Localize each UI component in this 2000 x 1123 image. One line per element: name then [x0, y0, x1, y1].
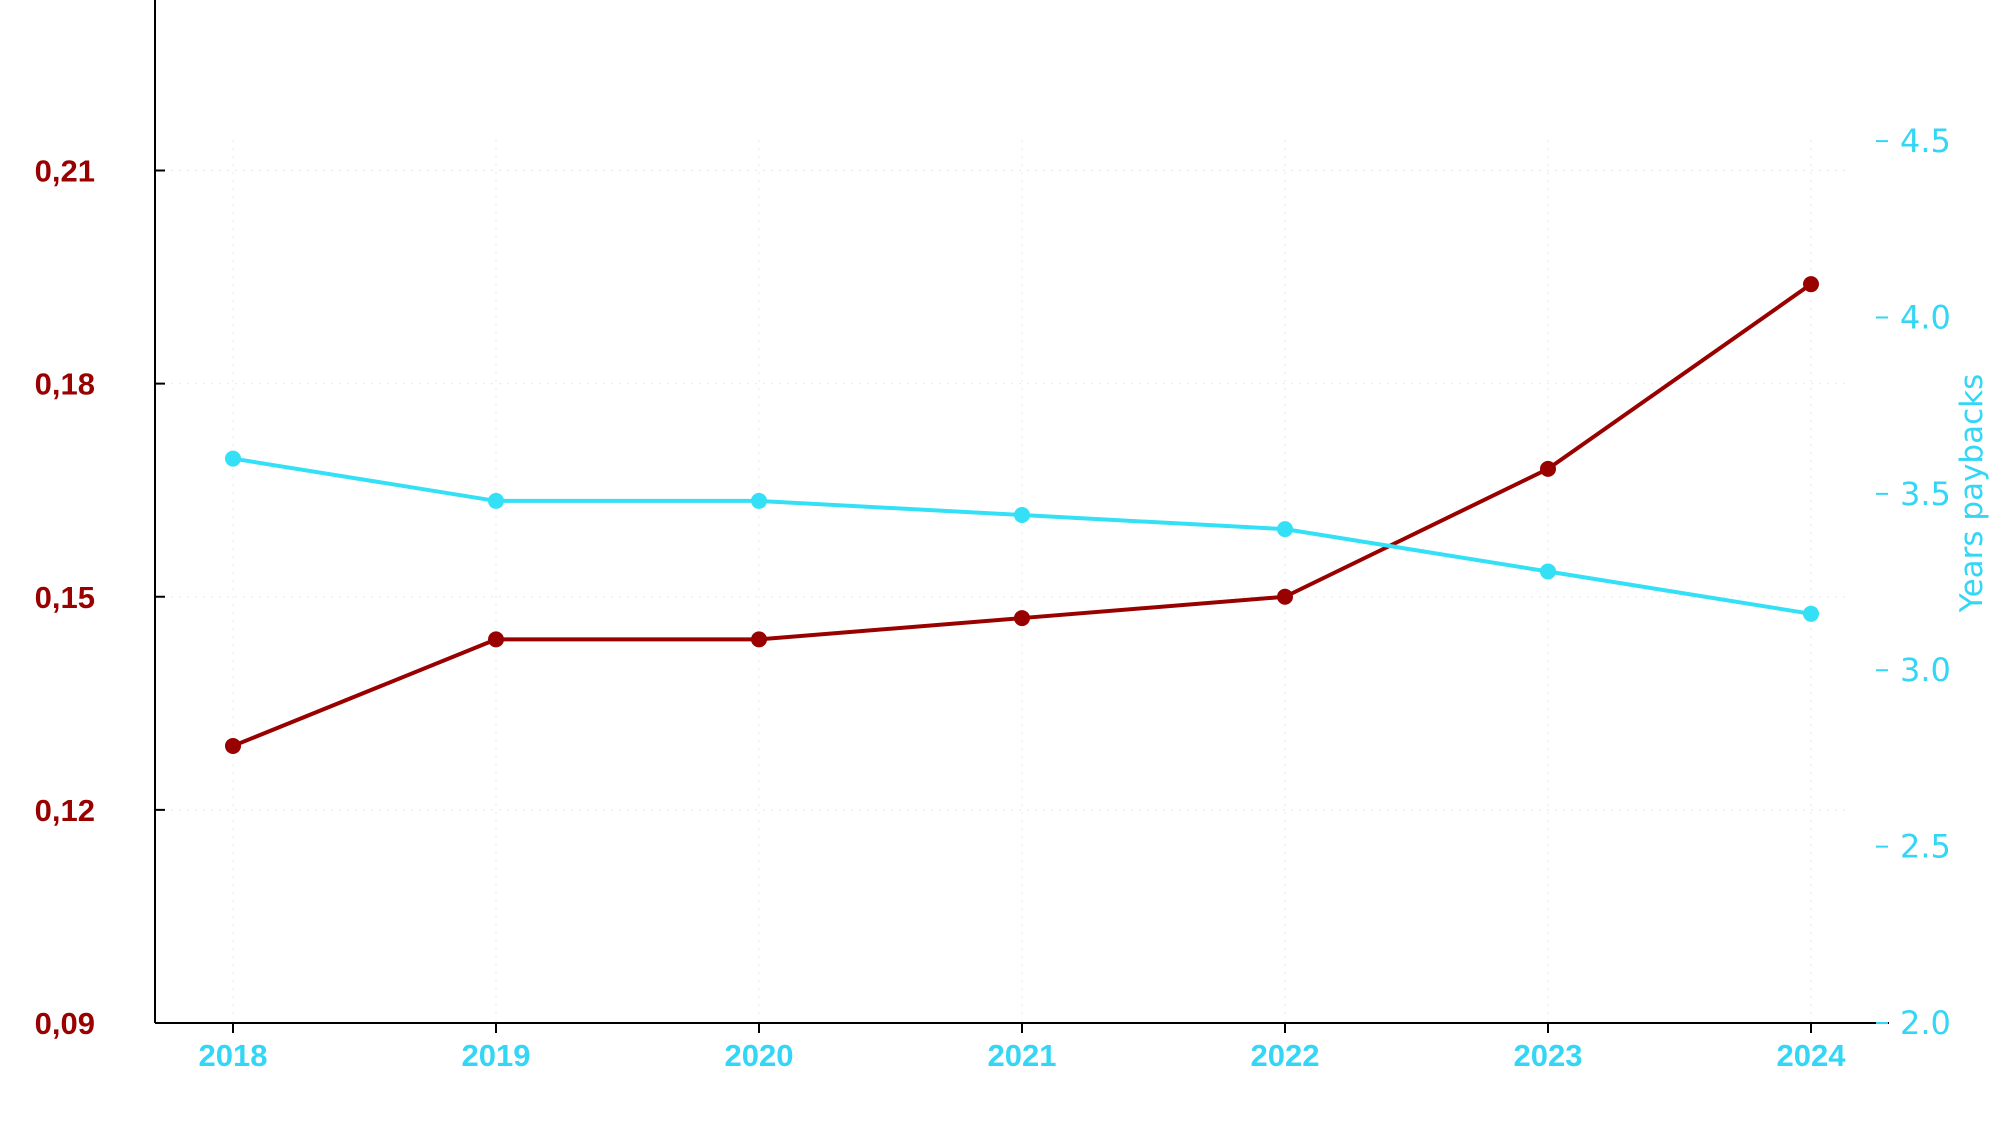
data-point-left: [1803, 276, 1819, 293]
data-point-right: [225, 450, 241, 467]
right-axis-label: Years paybacks: [1954, 374, 1990, 613]
right-tick-label: 3.5: [1900, 475, 1951, 513]
x-tick-label: 2018: [199, 1038, 268, 1073]
data-point-right: [1803, 605, 1819, 622]
left-tick-label: 0,21: [35, 154, 95, 189]
data-point-right: [488, 492, 504, 509]
series-layer: [225, 276, 1819, 754]
data-point-left: [1277, 588, 1293, 605]
left-axis: 0,09 0,12 0,15 0,18 0,21: [35, 154, 165, 1041]
x-tick-label: 2021: [988, 1038, 1057, 1073]
data-point-right: [1277, 521, 1293, 538]
x-axis: 2018 2019 2020 2021 2022 2023 2024: [199, 1023, 1847, 1073]
x-tick-label: 2019: [462, 1038, 531, 1073]
x-tick-label: 2023: [1514, 1038, 1583, 1073]
data-point-left: [488, 631, 504, 648]
right-tick-label: 4.0: [1900, 298, 1951, 336]
data-point-left: [1540, 460, 1556, 477]
right-tick-label: 2.0: [1900, 1004, 1951, 1042]
right-tick-label: 4.5: [1900, 122, 1951, 160]
data-point-right: [751, 492, 767, 509]
x-tick-label: 2020: [725, 1038, 794, 1073]
data-point-left: [1014, 610, 1030, 627]
left-tick-label: 0,18: [35, 367, 95, 402]
right-tick-label: 3.0: [1900, 651, 1951, 689]
data-point-left: [225, 737, 241, 754]
left-tick-label: 0,12: [35, 793, 95, 828]
right-axis: 2.0 2.5 3.0 3.5 4.0 4.5: [1876, 122, 1951, 1042]
left-tick-label: 0,15: [35, 580, 95, 615]
x-tick-label: 2024: [1777, 1038, 1847, 1073]
x-tick-label: 2022: [1251, 1038, 1320, 1073]
data-point-right: [1540, 563, 1556, 580]
data-point-left: [751, 631, 767, 648]
left-tick-label: 0,09: [35, 1006, 95, 1041]
data-point-right: [1014, 507, 1030, 524]
series-line-right: [231, 456, 1813, 616]
right-tick-label: 2.5: [1900, 828, 1951, 866]
grid: [155, 140, 1850, 1023]
